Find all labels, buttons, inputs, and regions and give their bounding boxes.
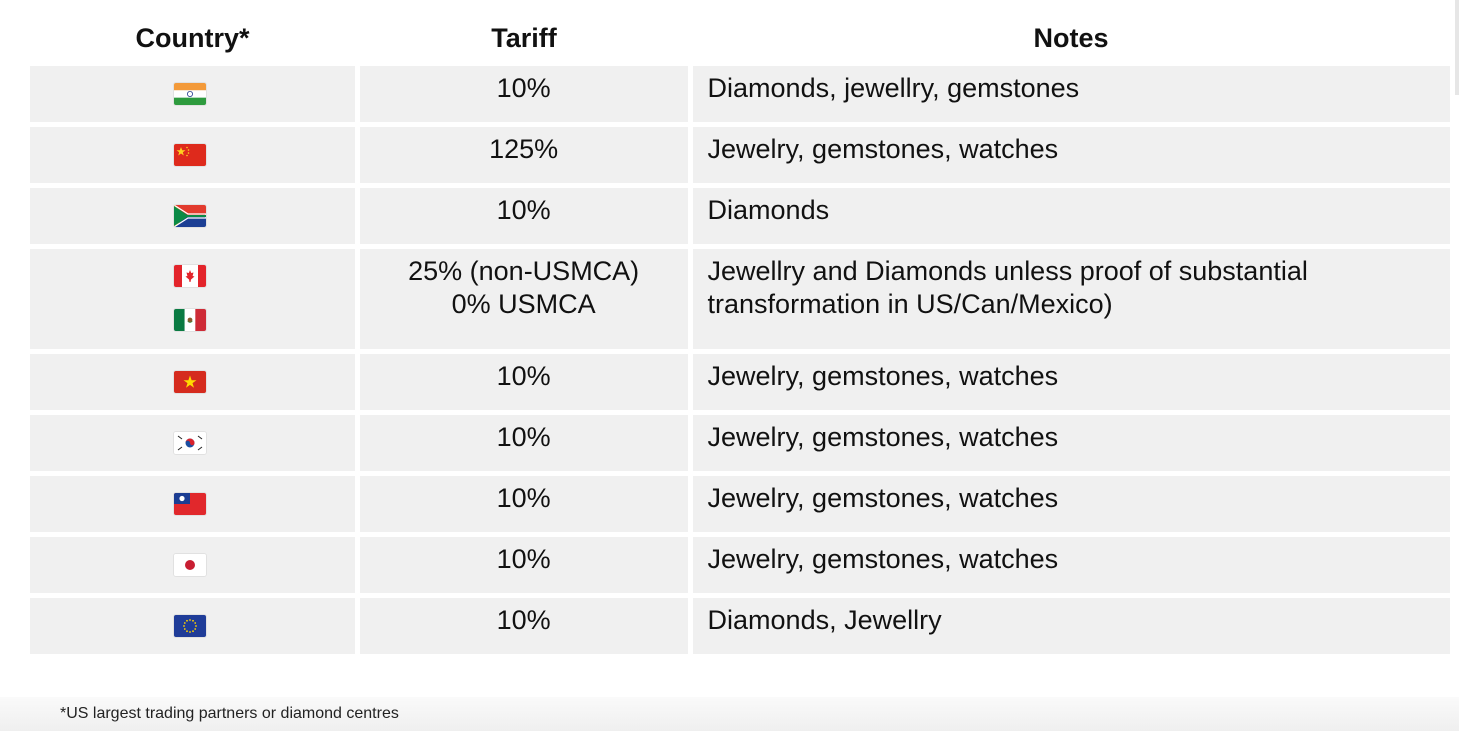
table-row: 25% (non-USMCA) 0% USMCA Jewellry and Di…	[30, 249, 1450, 349]
tariff-cell: 10%	[359, 354, 688, 410]
header-tariff: Tariff	[491, 23, 557, 53]
country-cell	[30, 354, 355, 410]
table-row: 10% Diamonds, Jewellry	[30, 598, 1450, 654]
european-union-flag-icon	[174, 615, 206, 637]
notes-cell: Jewellry and Diamonds unless proof of su…	[692, 249, 1450, 349]
tariff-value: 25% (non-USMCA)	[408, 256, 640, 286]
notes-cell: Jewelry, gemstones, watches	[692, 537, 1450, 593]
country-cell	[30, 249, 355, 349]
china-flag-icon	[174, 144, 206, 166]
notes-cell: Jewelry, gemstones, watches	[692, 127, 1450, 183]
country-cell	[30, 188, 355, 244]
tariff-table: 10% Diamonds, jewellry, gemstones 125% J…	[30, 66, 1450, 659]
tariff-cell: 10%	[359, 537, 688, 593]
south-korea-flag-icon	[174, 432, 206, 454]
footer-bar: *US largest trading partners or diamond …	[0, 697, 1459, 731]
notes-cell: Jewelry, gemstones, watches	[692, 476, 1450, 532]
table-row: 10% Jewelry, gemstones, watches	[30, 537, 1450, 593]
notes-cell: Diamonds, Jewellry	[692, 598, 1450, 654]
tariff-value: 10%	[496, 544, 551, 574]
country-cell	[30, 598, 355, 654]
tariff-value: 10%	[496, 422, 551, 452]
notes-cell: Jewelry, gemstones, watches	[692, 354, 1450, 410]
india-flag-icon	[174, 83, 206, 105]
notes-cell: Diamonds	[692, 188, 1450, 244]
window-edge	[1455, 0, 1459, 95]
vietnam-flag-icon	[174, 371, 206, 393]
notes-cell: Jewelry, gemstones, watches	[692, 415, 1450, 471]
country-cell	[30, 66, 355, 122]
footnote: *US largest trading partners or diamond …	[60, 705, 399, 722]
country-cell	[30, 537, 355, 593]
notes-cell: Diamonds, jewellry, gemstones	[692, 66, 1450, 122]
tariff-value: 0% USMCA	[451, 289, 596, 319]
tariff-cell: 10%	[359, 188, 688, 244]
header-country: Country*	[135, 23, 250, 53]
table-row: 10% Jewelry, gemstones, watches	[30, 354, 1450, 410]
tariff-value: 125%	[489, 134, 559, 164]
table-row: 10% Jewelry, gemstones, watches	[30, 415, 1450, 471]
tariff-cell: 10%	[359, 66, 688, 122]
tariff-value: 10%	[496, 483, 551, 513]
country-cell	[30, 476, 355, 532]
japan-flag-icon	[174, 554, 206, 576]
table-row: 10% Jewelry, gemstones, watches	[30, 476, 1450, 532]
tariff-cell: 10%	[359, 476, 688, 532]
south-africa-flag-icon	[174, 205, 206, 227]
country-cell	[30, 127, 355, 183]
table-row: 10% Diamonds	[30, 188, 1450, 244]
tariff-cell: 125%	[359, 127, 688, 183]
tariff-cell: 10%	[359, 598, 688, 654]
taiwan-flag-icon	[174, 493, 206, 515]
tariff-value: 10%	[496, 605, 551, 635]
tariff-value: 10%	[496, 361, 551, 391]
table-row: 125% Jewelry, gemstones, watches	[30, 127, 1450, 183]
tariff-cell: 25% (non-USMCA) 0% USMCA	[359, 249, 688, 349]
table-header: Country* Tariff Notes	[0, 20, 1459, 56]
mexico-flag-icon	[174, 309, 206, 331]
tariff-value: 10%	[496, 195, 551, 225]
header-notes: Notes	[1033, 23, 1109, 53]
canada-flag-icon	[174, 265, 206, 287]
country-cell	[30, 415, 355, 471]
tariff-value: 10%	[496, 73, 551, 103]
table-row: 10% Diamonds, jewellry, gemstones	[30, 66, 1450, 122]
tariff-cell: 10%	[359, 415, 688, 471]
